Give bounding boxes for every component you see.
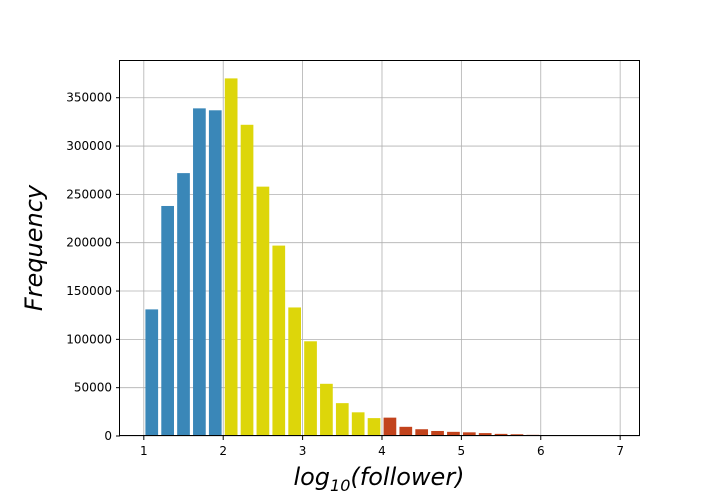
x-axis-title: log10(follower) — [293, 463, 464, 495]
x-tick-label: 2 — [219, 444, 227, 458]
bar — [224, 78, 238, 436]
bar — [415, 429, 429, 436]
x-tick-label: 5 — [458, 444, 466, 458]
bar — [367, 418, 381, 436]
y-tick-label: 250000 — [66, 187, 112, 201]
plot-frame — [119, 60, 640, 436]
bar — [383, 417, 397, 436]
bar — [272, 245, 286, 436]
y-tick-label: 200000 — [66, 236, 112, 250]
bar — [462, 432, 476, 436]
y-tick-label: 300000 — [66, 139, 112, 153]
x-axis-ticks: 1 2 3 4 5 6 7 — [140, 436, 624, 458]
y-tick-label: 350000 — [66, 91, 112, 105]
y-tick-label: 150000 — [66, 284, 112, 298]
bar — [304, 341, 317, 436]
bar — [447, 431, 460, 436]
grid — [120, 61, 640, 437]
bar — [145, 309, 159, 436]
bar — [351, 412, 365, 436]
x-tick-label: 6 — [537, 444, 545, 458]
bar — [193, 108, 206, 436]
bar — [208, 110, 222, 437]
bar — [288, 307, 302, 436]
bar — [256, 186, 270, 436]
bars — [145, 78, 603, 437]
x-tick-label: 4 — [378, 444, 386, 458]
y-tick-label: 50000 — [74, 381, 112, 395]
x-tick-label: 1 — [140, 444, 148, 458]
y-tick-label: 100000 — [66, 332, 112, 346]
x-tick-label: 3 — [299, 444, 307, 458]
bar — [177, 173, 190, 436]
bar — [161, 205, 174, 436]
bar — [478, 433, 492, 436]
y-axis-title: Frequency — [20, 184, 48, 311]
bar — [240, 124, 254, 436]
bar — [335, 403, 349, 436]
bar — [494, 433, 508, 436]
bar — [431, 430, 444, 436]
bar — [320, 383, 333, 436]
y-tick-label: 0 — [104, 429, 112, 443]
y-axis-ticks: 0 50000 100000 150000 200000 250000 300000 3500… — [66, 91, 120, 443]
bar — [399, 426, 413, 436]
x-tick-label: 7 — [616, 444, 624, 458]
